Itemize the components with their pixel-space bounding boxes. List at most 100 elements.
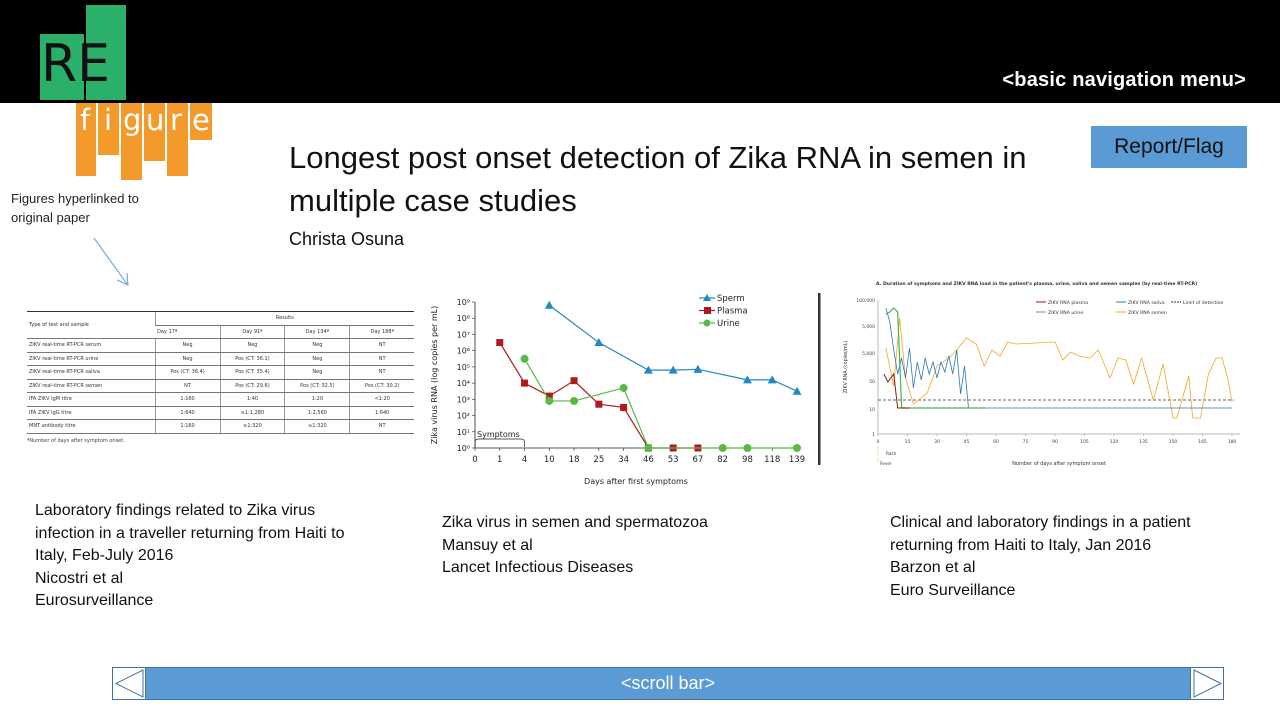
table-cell: ≥1:320	[284, 419, 350, 434]
page-author: Christa Osuna	[289, 229, 405, 249]
chart-title: A. Duration of symptoms and ZIKV RNA loa…	[876, 281, 1197, 287]
figure-2-chart[interactable]: 10⁰ 10¹ 10² 10³ 10⁴ 10⁵ 10⁶ 10⁷ 10⁸ 10⁹ 0 1 4 10 18 25 3…	[425, 285, 825, 495]
x-tick-label: 15	[905, 439, 911, 445]
table-cell: Neg	[219, 338, 285, 353]
report-flag-button[interactable]: Report/Flag	[1091, 126, 1247, 168]
table-header: Day 91ª	[219, 325, 285, 339]
data-point-urine	[718, 444, 727, 452]
table-header: Type of test and sample	[27, 311, 156, 339]
y-tick-label: 5,000	[862, 351, 875, 357]
x-tick-label: 1	[497, 455, 502, 465]
data-point-urine	[793, 444, 801, 452]
data-point-plasma	[496, 339, 504, 347]
data-point-sperm	[767, 375, 777, 384]
y-tick-label: 10⁶	[457, 347, 470, 356]
table-cell: ≥1:320	[219, 419, 285, 434]
caption-line: Italy, Feb-July 2016	[35, 547, 174, 564]
table-cell: ≥1:1,280	[219, 406, 285, 420]
data-point-plasma	[570, 377, 578, 385]
y-tick-label: 10⁵	[457, 363, 470, 372]
x-axis-label: Days after first symptoms	[584, 477, 688, 486]
y-tick-label: 100,000	[856, 298, 875, 304]
y-axis-label: Zika virus RNA (log copies per mL)	[430, 306, 439, 445]
fever-annotation: Fever	[880, 461, 892, 466]
table-body: ZIKV real-time RT-PCR serum Neg Neg Neg NT ZI…	[27, 338, 414, 434]
logo-green-block-left	[40, 34, 84, 100]
table-cell: 1:2,560	[284, 406, 350, 420]
caption-line: Barzon et al	[890, 559, 976, 576]
logo-letter-r: r	[170, 103, 182, 137]
legend-entry: ZIKV RNA saliva	[1128, 300, 1165, 306]
figure-1-caption[interactable]: Laboratory findings related to Zika viru…	[35, 500, 344, 613]
x-tick-label: 10	[544, 455, 555, 465]
navigation-menu[interactable]: <basic navigation menu>	[1002, 69, 1246, 91]
refigure-logo[interactable]: RE f i g u r e	[0, 0, 220, 180]
logo-letter-g: g	[123, 103, 142, 137]
legend-entry: ZIKV RNA urine	[1048, 310, 1083, 316]
figure-3-caption[interactable]: Clinical and laboratory findings in a pa…	[890, 512, 1191, 602]
figure-1-table[interactable]: Type of test and sample Results Day 17ª …	[27, 311, 414, 471]
legend-marker	[703, 319, 711, 327]
y-tick-label: 10⁸	[457, 314, 470, 323]
table-row: ZIKV real-time RT-PCR urine Neg Pos (CT: 3…	[27, 352, 414, 366]
x-tick-label: 4	[522, 455, 527, 465]
logo-bar-i	[98, 103, 119, 155]
data-point-urine	[644, 444, 653, 452]
table-cell: 1:20	[284, 392, 350, 407]
symptoms-annotation: Symptoms	[477, 430, 520, 439]
logo-letter-u: u	[146, 103, 165, 137]
table-header-group: Results	[154, 311, 414, 326]
table-cell: 1:160	[154, 419, 220, 434]
y-tick-label: 10⁰	[457, 444, 470, 453]
legend-entry: Urine	[717, 319, 740, 329]
data-point-sperm	[594, 338, 604, 347]
y-tick-label: 50	[869, 379, 875, 385]
table-cell: ZIKV real-time RT-PCR urine	[27, 352, 156, 366]
scroll-right-button[interactable]	[1190, 668, 1223, 699]
logo-green-block-right	[86, 5, 126, 100]
x-tick-label: 34	[618, 455, 629, 465]
series-line-saliva	[885, 307, 1232, 409]
table-cell: ZIKV real-time RT-PCR saliva	[27, 365, 156, 380]
table-cell: Pos (CT: 29.6)	[219, 379, 285, 393]
x-tick-label: 67	[693, 455, 704, 465]
data-point-urine	[520, 354, 529, 363]
figure-3-chart[interactable]: A. Duration of symptoms and ZIKV RNA loa…	[838, 278, 1248, 473]
y-tick-label: 10	[869, 407, 875, 413]
table-cell: <1:20	[349, 392, 414, 407]
data-point-sperm	[668, 365, 678, 374]
x-tick-label: 90	[1052, 439, 1058, 445]
x-tick-label: 0	[472, 455, 477, 465]
data-point-plasma	[521, 379, 529, 387]
legend-entry: ZIKV RNA semen	[1128, 310, 1167, 316]
table-cell: NT	[154, 379, 220, 393]
caption-line: Laboratory findings related to Zika viru…	[35, 502, 316, 519]
x-tick-label: 60	[993, 439, 999, 445]
logo-letter-i: i	[104, 103, 113, 137]
table-row: ZIKV real-time RT-PCR serum Neg Neg Neg NT	[27, 338, 414, 353]
table-cell: NT	[349, 419, 414, 434]
legend-entry: Sperm	[717, 294, 745, 304]
triangle-left-icon	[114, 669, 144, 698]
x-tick-label: 0	[877, 439, 880, 445]
series-line-semen	[885, 317, 1233, 419]
rash-annotation: Rash	[886, 451, 897, 456]
logo-bar-g	[121, 103, 142, 180]
table-cell: ZIKV real-time RT-PCR semen	[27, 379, 156, 393]
x-tick-label: 165	[1198, 439, 1207, 445]
caption-line: Eurosurveillance	[35, 592, 154, 609]
series-line-plasma	[499, 342, 698, 449]
top-navigation-bar: <basic navigation menu>	[0, 0, 1280, 103]
data-point-plasma	[620, 403, 628, 411]
table-cell: 1:160	[154, 392, 220, 407]
hyperlink-note: Figures hyperlinked to original paper	[11, 191, 139, 225]
figure-2-caption[interactable]: Zika virus in semen and spermatozoa Mans…	[442, 512, 708, 580]
horizontal-scrollbar[interactable]: <scroll bar>	[112, 667, 1224, 700]
y-tick-label: 10²	[457, 412, 470, 421]
table-cell: IFA ZIKV IgG titre	[27, 406, 156, 420]
table-header: Day 17ª	[155, 325, 220, 339]
scroll-left-button[interactable]	[113, 668, 146, 699]
x-tick-label: 53	[668, 455, 679, 465]
table-cell: 1:40	[219, 392, 285, 407]
figure-separator	[818, 293, 821, 465]
